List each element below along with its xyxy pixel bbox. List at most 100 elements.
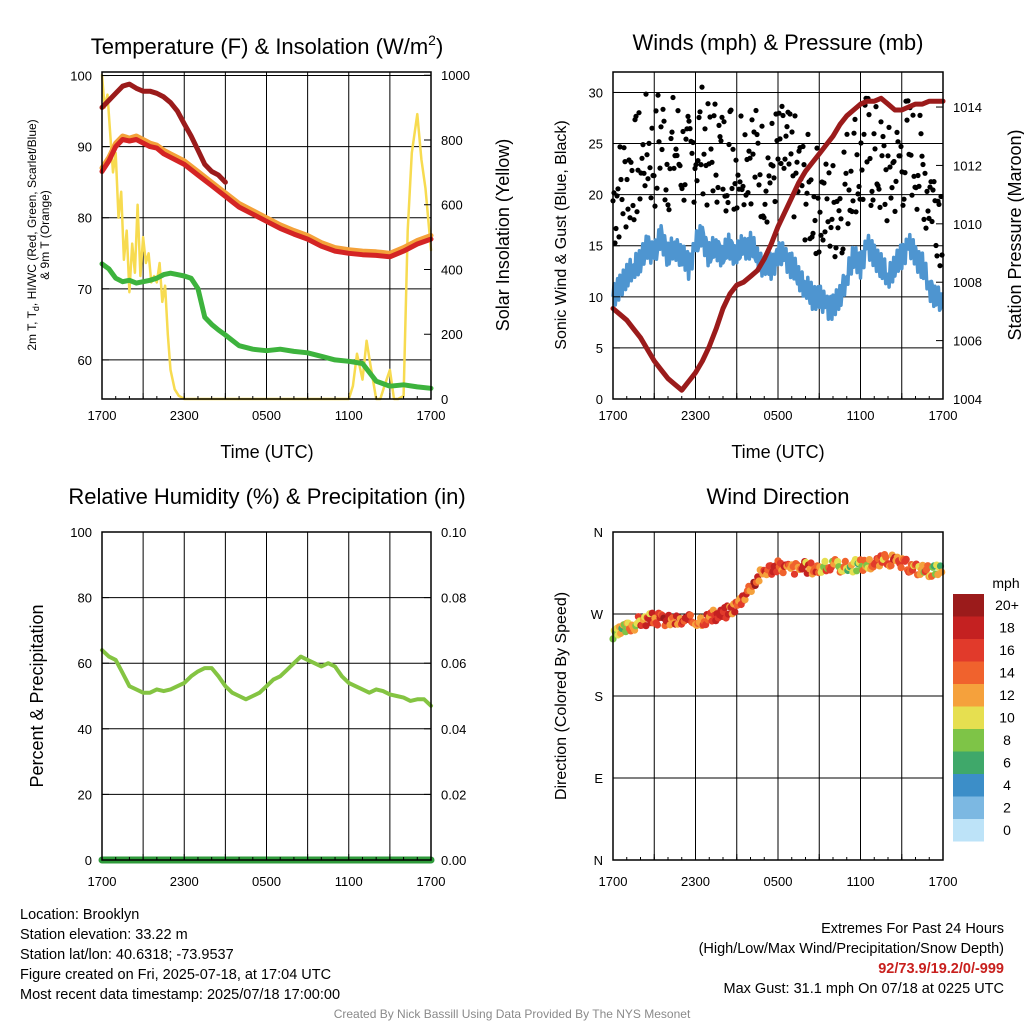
- gust-point: [637, 196, 643, 202]
- gust-point: [704, 202, 710, 208]
- series-line-pressure: [610, 95, 946, 393]
- gust-point: [816, 249, 822, 255]
- gust-point: [888, 195, 894, 201]
- direction-point: [882, 553, 890, 561]
- gust-point: [810, 230, 816, 236]
- gust-point: [924, 188, 930, 194]
- colorbar-label: 16: [999, 642, 1015, 658]
- y-tick-label: 5: [596, 341, 603, 356]
- colorbar-label: 6: [1003, 755, 1011, 771]
- gust-point: [616, 234, 622, 240]
- gust-point: [764, 219, 770, 225]
- gust-point: [636, 110, 642, 116]
- temp-x-axis-label: Time (UTC): [220, 442, 313, 462]
- gust-point: [757, 172, 763, 178]
- gust-point: [728, 107, 734, 113]
- y-tick-label: E: [594, 771, 603, 786]
- gust-point: [733, 157, 739, 163]
- gust-point: [845, 221, 851, 227]
- temp-panel: Temperature (F) & Insolation (W/m2) 1700…: [25, 32, 513, 462]
- gust-point: [892, 208, 898, 214]
- gust-point: [778, 160, 784, 167]
- direction-point: [841, 557, 849, 566]
- gust-point: [835, 225, 841, 231]
- gust-point: [719, 114, 725, 120]
- colorbar-label: 10: [999, 710, 1015, 726]
- gust-point: [714, 199, 720, 205]
- wind-title: Winds (mph) & Pressure (mb): [633, 30, 924, 55]
- location-text: Location: Brooklyn: [20, 907, 140, 923]
- gust-point: [763, 188, 769, 194]
- gust-point: [920, 161, 926, 168]
- y2-tick-label: 0.10: [441, 525, 466, 540]
- gust-point: [827, 243, 833, 249]
- gust-point: [747, 155, 753, 161]
- y2-tick-label: 1008: [953, 275, 982, 290]
- gust-point: [625, 206, 631, 212]
- y2-tick-label: 1010: [953, 217, 982, 232]
- gust-point: [762, 201, 768, 207]
- gust-point: [828, 224, 834, 231]
- gust-point: [904, 117, 910, 123]
- gust-point: [805, 131, 811, 137]
- dir-panel: Wind Direction 1700 2300 0500 1100 1700 N E S W N…: [553, 484, 1020, 889]
- gust-point: [876, 186, 882, 192]
- gust-point: [756, 182, 762, 188]
- gust-point: [878, 119, 884, 125]
- gust-point: [644, 152, 650, 158]
- gust-point: [690, 139, 696, 146]
- gust-point: [777, 136, 783, 142]
- x-tick-label: 1700: [599, 874, 628, 889]
- colorbar-label: 14: [999, 665, 1015, 681]
- gust-point: [781, 165, 787, 171]
- gust-point: [842, 181, 848, 187]
- x-tick-label: 1100: [335, 874, 363, 889]
- direction-point: [853, 567, 861, 575]
- gust-point: [745, 190, 751, 196]
- y-tick-label: 100: [70, 69, 92, 84]
- gust-point: [815, 195, 821, 201]
- dir-y-axis-label-left: Direction (Colored By Speed): [553, 592, 570, 800]
- gust-point: [894, 129, 900, 135]
- gust-point: [671, 165, 677, 171]
- gust-point: [705, 101, 711, 107]
- gust-point: [937, 263, 943, 269]
- y-tick-label: 10: [589, 290, 603, 305]
- gust-point: [882, 201, 888, 207]
- gust-point: [693, 162, 699, 168]
- created-text: Figure created on Fri, 2025-07-18, at 17…: [20, 967, 332, 983]
- colorbar-swatch: [953, 751, 984, 774]
- x-tick-label: 0500: [252, 874, 281, 889]
- gust-point: [931, 179, 937, 185]
- gust-point: [895, 139, 901, 145]
- gust-point: [686, 118, 692, 124]
- y2-tick-label: 1000: [441, 68, 470, 83]
- gust-point: [740, 183, 746, 189]
- colorbar-label: 12: [999, 687, 1015, 703]
- gust-point: [647, 165, 653, 171]
- gust-point: [870, 197, 876, 203]
- y-tick-label: 15: [589, 239, 603, 254]
- wind-y-axis-label-left: Sonic Wind & Gust (Blue, Black): [553, 120, 570, 349]
- gust-point: [877, 204, 883, 210]
- gust-point: [708, 146, 714, 152]
- gust-point: [680, 128, 686, 135]
- recent-data-text: Most recent data timestamp: 2025/07/18 1…: [20, 987, 341, 1003]
- gust-point: [822, 229, 828, 235]
- gust-point: [651, 173, 657, 179]
- gust-point: [699, 84, 705, 90]
- series-line-t9m: [99, 133, 434, 256]
- gust-point: [712, 101, 718, 107]
- gust-point: [783, 133, 789, 139]
- gust-point: [908, 152, 914, 158]
- colorbar-label: 4: [1003, 777, 1011, 793]
- gust-point: [803, 201, 809, 207]
- colorbar-swatch: [953, 706, 984, 729]
- gust-point: [663, 187, 669, 193]
- gust-point: [836, 208, 842, 214]
- gust-point: [784, 124, 790, 130]
- gust-point: [640, 142, 646, 148]
- gust-point: [883, 167, 889, 173]
- gust-point: [881, 143, 887, 149]
- gust-point: [901, 196, 907, 202]
